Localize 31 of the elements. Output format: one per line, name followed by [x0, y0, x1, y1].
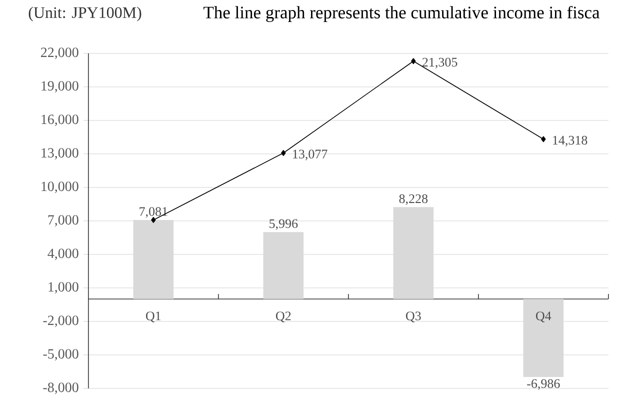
- bar: [263, 232, 304, 300]
- y-tick-label: 4,000: [48, 248, 78, 260]
- data-label: 7,081: [140, 207, 168, 218]
- data-label: 13,077: [293, 150, 328, 160]
- data-label: 5,996: [270, 219, 298, 230]
- x-tick-label: Q4: [536, 312, 552, 322]
- bar: [133, 220, 174, 300]
- point: [411, 58, 416, 64]
- y-tick-label: -5,000: [43, 349, 78, 361]
- y-axis-title: (Unit: JPY100M): [28, 6, 142, 22]
- y-tick-label: 16,000: [42, 114, 78, 126]
- data-label: 8,228: [399, 194, 428, 205]
- data-label: 14,318: [553, 136, 588, 146]
- x-tick-label: Q2: [276, 312, 291, 322]
- bar: [393, 207, 434, 300]
- point: [541, 136, 546, 142]
- text: The line graph represents the cumulative income in fisca: [204, 6, 600, 22]
- bar: [523, 299, 564, 378]
- y-tick-label: 10,000: [42, 182, 78, 194]
- y-tick-label: 7,000: [48, 215, 78, 227]
- y-tick-label: 13,000: [42, 148, 78, 160]
- x-tick-label: Q3: [406, 312, 421, 322]
- y-tick-label: -8,000: [43, 382, 78, 394]
- point: [281, 150, 286, 156]
- data-label: 21,305: [422, 58, 458, 68]
- y-tick-label: 19,000: [42, 81, 78, 93]
- y-tick-label: -2,000: [43, 316, 78, 328]
- data-label: -6,986: [527, 379, 560, 390]
- y-tick-label: 22,000: [40, 48, 78, 60]
- y-tick-label: 1,000: [48, 282, 78, 294]
- x-tick-label: Q1: [146, 312, 161, 322]
